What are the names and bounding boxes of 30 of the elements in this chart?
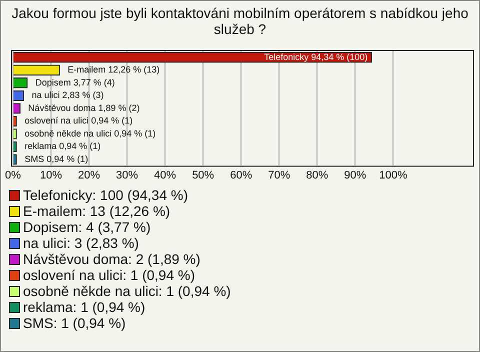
x-tick-label: 80% — [306, 169, 328, 182]
data-label: osobně někde na ulici 0,94 % (1) — [24, 128, 156, 138]
data-label: oslovení na ulici 0,94 % (1) — [24, 116, 133, 126]
text: Návštěvou doma: 2 (1,89 %) — [23, 251, 200, 267]
x-tick-label: 0% — [5, 169, 22, 182]
x-tick-label: 60% — [230, 169, 252, 182]
text: reklama: 1 (0,94 %) — [23, 299, 146, 315]
text: oslovení na ulici: 1 (0,94 %) — [23, 267, 195, 283]
data-label: na ulici 2,83 % (3) — [32, 90, 104, 100]
x-tick-label: 20% — [78, 169, 100, 182]
x-tick-label: 30% — [116, 169, 138, 182]
text: Dopisem: 4 (3,77 %) — [23, 219, 151, 235]
text: na ulici: 3 (2,83 %) — [23, 235, 139, 251]
data-label: E-mailem 12,26 % (13) — [68, 64, 160, 75]
chart-title: Jakou formou jste byli kontaktováni mobilním operátorem s nabídkou jeho služeb ? — [10, 5, 470, 37]
text: SMS: 1 (0,94 %) — [23, 315, 126, 331]
text: E-mailem: 13 (12,26 %) — [23, 203, 170, 219]
x-tick-label: 90% — [344, 169, 366, 182]
x-tick-label: 70% — [268, 169, 290, 182]
data-label: SMS 0,94 % (1) — [24, 154, 88, 164]
data-label: Telefonicky 94,34 % (100) — [264, 52, 368, 62]
data-label: reklama 0,94 % (1) — [24, 141, 101, 152]
text: Telefonicky: 100 (94,34 %) — [23, 187, 188, 203]
data-label: Dopisem 3,77 % (4) — [35, 77, 115, 88]
x-tick-label: 40% — [154, 169, 176, 182]
x-tick-label: 50% — [192, 169, 214, 182]
text: osobně někde na ulici: 1 (0,94 %) — [23, 283, 231, 299]
x-tick-label: 100% — [379, 169, 408, 182]
data-label: Návštěvou doma 1,89 % (2) — [28, 102, 140, 113]
x-tick-label: 10% — [40, 169, 62, 182]
